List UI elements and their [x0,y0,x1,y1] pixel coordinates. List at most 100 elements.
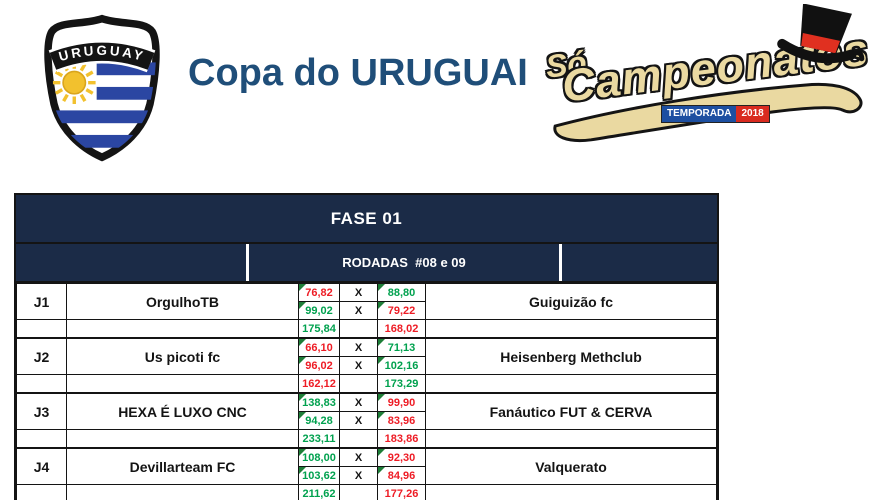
spacer-cell [339,484,378,500]
score-value: 84,96 [387,469,416,482]
banner-band [49,42,155,70]
score-value: 66,10 [305,341,333,354]
home-team: HEXA É LUXO CNC [66,392,299,430]
match-row: J2 Us picoti fc 66,10 X 71,13 Heisenberg… [16,337,717,375]
score-cell: 76,82 [298,283,340,302]
season-badge: TEMPORADA 2018 [661,105,770,123]
comment-triangle-icon [299,339,306,346]
score-value: 96,02 [305,359,333,372]
uruguay-crest: URUGUAY [38,12,166,164]
versus-label: X [339,337,378,357]
away-team: Fanáutico FUT & CERVA [425,392,717,430]
match-row: 99,02 X 79,22 [17,301,717,320]
spacer-cell [339,374,378,394]
spacer-cell [66,429,299,449]
comment-triangle-icon [378,357,385,364]
uruguay-shield-icon: URUGUAY [44,14,160,162]
match-id: J3 [16,392,67,430]
total-cell: 175,84 [298,319,340,339]
score-value: 138,83 [302,396,336,409]
comment-triangle-icon [299,412,306,419]
away-team: Heisenberg Methclub [425,337,717,375]
spacer-cell [16,484,67,500]
rounds-header-row: RODADAS #08 e 09 [16,244,717,283]
total-value: 233,11 [302,432,336,445]
shield-banner-text: URUGUAY [57,43,144,64]
score-cell: 79,22 [377,301,426,320]
score-cell: 84,96 [377,466,426,485]
score-cell: 138,83 [298,392,340,412]
spacer-cell [16,429,67,449]
total-cell: 183,86 [377,429,426,449]
comment-triangle-icon [378,302,385,309]
match-id: J2 [16,337,67,375]
total-row: 162,12 173,29 [16,374,717,394]
home-team: OrgulhoTB [66,283,299,320]
top-hat-icon [777,4,865,64]
score-value: 76,82 [305,286,333,299]
comment-triangle-icon [378,339,385,346]
svg-text:URUGUAY: URUGUAY [57,43,147,64]
total-value: 211,62 [302,487,336,500]
results-table: FASE 01 RODADAS #08 e 09 J1 OrgulhoTB 76… [14,193,719,500]
total-cell: 233,11 [298,429,340,449]
total-value: 162,12 [302,377,336,390]
spacer-cell [425,484,717,500]
match-row: J1 OrgulhoTB 76,82 X 88,80 Guiguizão fc [16,283,717,320]
comment-triangle-icon [299,394,306,401]
score-value: 103,62 [302,469,336,482]
versus-label: X [339,301,378,320]
spacer-cell [66,319,299,339]
score-cell: 102,16 [377,356,426,375]
home-team: Us picoti fc [66,337,299,375]
score-value: 88,80 [387,286,416,299]
spacer-cell [339,429,378,449]
score-cell: 108,00 [298,447,340,467]
versus-label: X [339,466,378,485]
versus-label: X [339,356,378,375]
match-id: J4 [16,447,67,485]
versus-label: X [339,283,378,302]
spacer-cell [16,374,67,394]
total-cell: 173,29 [377,374,426,394]
score-cell: 66,10 [298,337,340,357]
score-value: 92,30 [387,451,416,464]
score-cell: 94,28 [298,411,340,430]
comment-triangle-icon [299,357,306,364]
total-cell: 162,12 [298,374,340,394]
match-row: 96,02 X 102,16 [17,356,717,375]
comment-triangle-icon [378,394,385,401]
away-team: Guiguizão fc [425,283,717,320]
comment-triangle-icon [299,302,306,309]
match-row: J3 HEXA É LUXO CNC 138,83 X 99,90 Fanáut… [16,392,717,430]
total-cell: 168,02 [377,319,426,339]
score-cell: 92,30 [377,447,426,467]
versus-label: X [339,411,378,430]
flag-stripes [48,40,156,148]
total-cell: 177,26 [377,484,426,500]
home-team: Devillarteam FC [66,447,299,485]
away-team: Valquerato [425,447,717,485]
score-value: 83,96 [387,414,416,427]
spacer-cell [339,319,378,339]
comment-triangle-icon [378,412,385,419]
total-value: 173,29 [384,377,419,390]
so-campeonatos-logo: Só Campeonatos TEMPORADA 2018 [535,2,869,164]
matches-grid: J1 OrgulhoTB 76,82 X 88,80 Guiguizão fc … [16,283,717,500]
score-value: 79,22 [387,304,416,317]
comment-triangle-icon [299,449,306,456]
total-value: 175,84 [302,322,336,335]
total-value: 168,02 [384,322,419,335]
spacer-cell [16,319,67,339]
total-row: 175,84 168,02 [16,319,717,339]
season-badge-year: 2018 [736,106,769,122]
total-value: 183,86 [384,432,419,445]
page-title: Copa do URUGUAI [188,52,528,94]
total-row: 211,62 177,26 [16,484,717,500]
rounds-header-left-cell [16,244,246,281]
comment-triangle-icon [378,284,385,291]
score-value: 99,90 [387,396,416,409]
spacer-cell [66,484,299,500]
score-value: 99,02 [305,304,333,317]
